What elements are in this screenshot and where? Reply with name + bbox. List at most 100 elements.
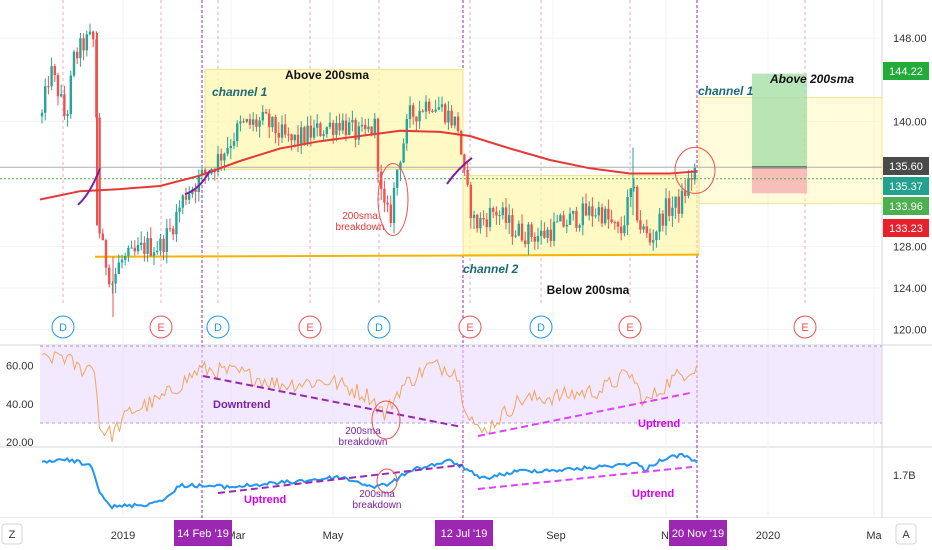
candle bbox=[508, 215, 511, 223]
candle bbox=[364, 124, 367, 130]
candle bbox=[482, 217, 485, 220]
auto-scale-button[interactable]: A bbox=[895, 523, 917, 545]
candle bbox=[600, 207, 604, 224]
earnings-marker[interactable]: E bbox=[793, 315, 817, 339]
crossover-arc bbox=[77, 167, 101, 206]
candle bbox=[220, 153, 223, 161]
indicator-uptrend-line-2 bbox=[477, 466, 693, 490]
rsi-line[interactable] bbox=[41, 351, 698, 443]
candle bbox=[639, 220, 642, 230]
indicator-line[interactable] bbox=[41, 452, 698, 510]
candle bbox=[527, 224, 530, 245]
marker-circle bbox=[618, 315, 642, 339]
rsi-annotation-downtrend: Downtrend bbox=[213, 399, 270, 411]
date-badge-bg bbox=[174, 520, 232, 546]
candle bbox=[620, 226, 623, 234]
price-scale-tick: 124.00 bbox=[893, 283, 927, 295]
candle bbox=[98, 117, 101, 234]
earnings-marker[interactable]: E bbox=[458, 315, 482, 339]
candle bbox=[543, 230, 546, 238]
candle bbox=[239, 121, 242, 124]
candle bbox=[623, 225, 626, 234]
candle bbox=[616, 222, 620, 227]
candle bbox=[268, 113, 271, 128]
marker-label: D bbox=[537, 322, 545, 334]
candle bbox=[127, 247, 130, 256]
date-badge-label: 14 Feb '19 bbox=[177, 528, 229, 540]
candle bbox=[664, 198, 668, 226]
date-badge-label: 20 Nov '19 bbox=[672, 528, 724, 540]
candle bbox=[69, 75, 72, 115]
candle bbox=[47, 86, 50, 88]
candle bbox=[597, 207, 600, 216]
price-badge-bg bbox=[883, 157, 929, 175]
candle bbox=[367, 126, 370, 130]
candle bbox=[188, 194, 191, 200]
candle bbox=[456, 116, 460, 131]
candle bbox=[133, 247, 136, 252]
dividend-marker[interactable]: D bbox=[367, 315, 391, 339]
candle bbox=[677, 196, 680, 214]
earnings-marker[interactable]: E bbox=[149, 315, 173, 339]
dividend-marker[interactable]: D bbox=[51, 315, 75, 339]
date-badge-label: 12 Jul '19 bbox=[441, 528, 488, 540]
candle bbox=[82, 38, 85, 51]
candle bbox=[242, 121, 245, 123]
candle bbox=[386, 202, 389, 205]
candle bbox=[200, 169, 204, 176]
candle bbox=[168, 228, 172, 230]
candle bbox=[392, 187, 396, 223]
annotation-above-200sma-projection: Above 200sma bbox=[769, 72, 854, 86]
auto-scale-button-label: A bbox=[902, 529, 910, 541]
candle bbox=[226, 148, 229, 154]
candle bbox=[178, 207, 181, 212]
earnings-marker[interactable]: E bbox=[618, 315, 642, 339]
candle bbox=[360, 124, 364, 127]
marker-circle bbox=[206, 315, 230, 339]
indicator-annotation-uptrend: Uptrend bbox=[244, 494, 286, 506]
earnings-marker[interactable]: E bbox=[298, 315, 322, 339]
dividend-marker[interactable]: D bbox=[529, 315, 553, 339]
candle bbox=[463, 154, 466, 170]
candle bbox=[556, 221, 559, 223]
candle bbox=[370, 126, 373, 135]
candle bbox=[642, 226, 645, 230]
candle bbox=[424, 101, 428, 112]
candle bbox=[684, 190, 687, 196]
candle bbox=[524, 240, 527, 245]
candle bbox=[687, 178, 690, 196]
annotation-200sma-breakdown: 200sma breakdown bbox=[336, 211, 385, 233]
candle bbox=[146, 238, 149, 254]
candle bbox=[383, 188, 386, 203]
price-badge-bg bbox=[883, 177, 929, 195]
rsi-scale-tick: 40.00 bbox=[6, 399, 34, 411]
candle bbox=[322, 134, 325, 136]
candle bbox=[76, 51, 79, 59]
date-highlight-badge: 20 Nov '19 bbox=[669, 520, 727, 546]
candle bbox=[546, 229, 549, 238]
candle bbox=[495, 211, 498, 216]
candle bbox=[559, 215, 562, 222]
candlestick-series[interactable] bbox=[40, 23, 696, 294]
candle bbox=[552, 221, 556, 242]
candle bbox=[511, 215, 514, 237]
zoom-button[interactable]: Z bbox=[1, 523, 23, 545]
candle bbox=[258, 120, 261, 127]
candle bbox=[680, 190, 684, 214]
dividend-marker[interactable]: D bbox=[206, 315, 230, 339]
candle bbox=[197, 175, 200, 193]
marker-circle bbox=[529, 315, 553, 339]
candle bbox=[72, 51, 76, 76]
candle bbox=[530, 224, 533, 237]
candle bbox=[565, 224, 568, 227]
price-badge: 133.96 bbox=[883, 197, 929, 215]
candle bbox=[434, 109, 437, 112]
candle bbox=[440, 104, 444, 108]
sma-200-line[interactable] bbox=[39, 129, 698, 201]
candle bbox=[140, 242, 143, 245]
rsi-annotation-uptrend: Uptrend bbox=[638, 418, 680, 430]
auto-scale-button-bg bbox=[895, 523, 917, 545]
candle bbox=[303, 127, 306, 144]
candle bbox=[130, 247, 133, 249]
